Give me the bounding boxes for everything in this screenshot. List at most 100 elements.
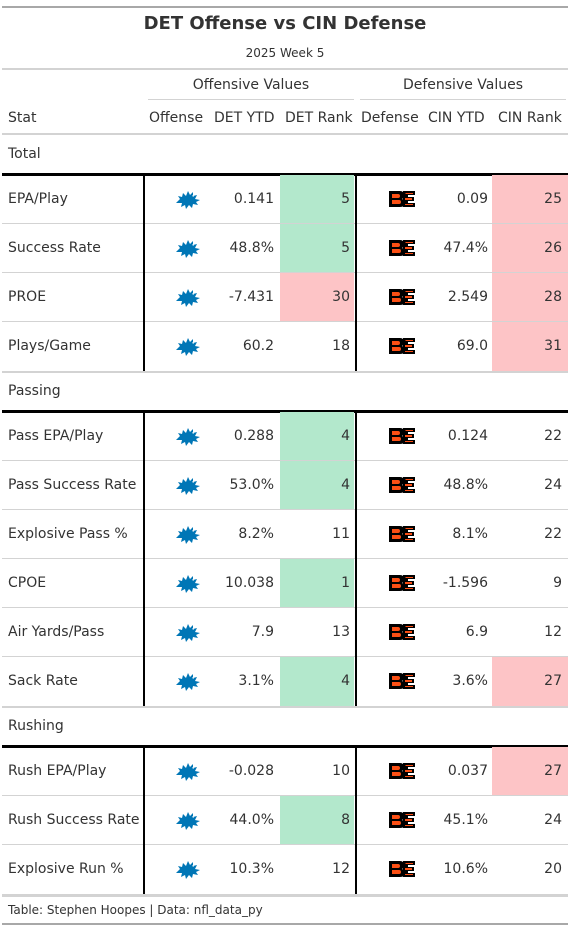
bengals-logo-icon [388, 857, 416, 881]
det-ytd-value: 10.038 [225, 575, 274, 591]
lions-logo-icon [174, 285, 202, 309]
stat-label: Sack Rate [8, 673, 78, 689]
bengals-logo-icon [388, 571, 416, 595]
bengals-logo-icon [388, 522, 416, 546]
bengals-logo-icon [388, 620, 416, 644]
lions-logo-icon [174, 522, 202, 546]
lions-logo-icon [174, 571, 202, 595]
stat-label: PROE [8, 289, 47, 305]
table-row: Explosive Run % 10.3% 12 10.6% 20 [2, 845, 568, 894]
det-rank-shade [280, 657, 354, 706]
group-label-passing: Passing [8, 383, 61, 399]
table-row: Sack Rate 3.1% 4 3.6% 27 [2, 657, 568, 706]
det-rank-shade [280, 175, 354, 224]
det-ytd-value: 53.0% [229, 477, 274, 493]
bengals-logo-icon [388, 236, 416, 260]
row-divider [2, 795, 568, 796]
cin-rank-value: 24 [544, 812, 562, 828]
det-rank-value: 30 [332, 289, 350, 305]
stat-label: CPOE [8, 575, 47, 591]
det-ytd-value: 60.2 [242, 338, 274, 354]
group-label-rushing: Rushing [8, 718, 64, 734]
det-ytd-value: 0.141 [233, 191, 274, 207]
cin-rank-value: 24 [544, 477, 562, 493]
table-title: DET Offense vs CIN Defense [143, 13, 427, 34]
det-ytd-value: -7.431 [228, 289, 274, 305]
stat-label: Explosive Run % [8, 861, 124, 877]
bengals-logo-icon [388, 285, 416, 309]
row-divider [2, 509, 568, 510]
cin-rank-shade [492, 747, 568, 796]
top-rule [2, 6, 568, 8]
cin-rank-value: 22 [544, 428, 562, 444]
row-divider [2, 272, 568, 273]
column-divider [355, 173, 357, 371]
stat-label: EPA/Play [8, 191, 68, 207]
bengals-logo-icon [388, 473, 416, 497]
cin-rank-value: 20 [544, 861, 562, 877]
spanner-offensive-values: Offensive Values [192, 77, 310, 93]
det-rank-value: 18 [332, 338, 350, 354]
lions-logo-icon [174, 759, 202, 783]
lions-logo-icon [174, 473, 202, 497]
stat-label: Rush Success Rate [8, 812, 140, 828]
cin-ytd-value: 0.037 [447, 763, 488, 779]
row-divider [2, 460, 568, 461]
cin-ytd-value: 45.1% [443, 812, 488, 828]
cin-ytd-value: 69.0 [456, 338, 488, 354]
det-ytd-value: 44.0% [229, 812, 274, 828]
bengals-logo-icon [388, 669, 416, 693]
column-header-rule [2, 133, 568, 135]
table-row: Plays/Game 60.2 18 69.0 31 [2, 322, 568, 371]
cin-ytd-value: 6.9 [465, 624, 488, 640]
cin-ytd-value: 48.8% [443, 477, 488, 493]
det-ytd-value: 10.3% [229, 861, 274, 877]
table-row: Pass EPA/Play 0.288 4 0.124 22 [2, 412, 568, 461]
table-row: EPA/Play 0.141 5 0.09 25 [2, 175, 568, 224]
cin-rank-value: 27 [544, 673, 562, 689]
row-divider [2, 321, 568, 322]
bengals-logo-icon [388, 424, 416, 448]
cin-rank-value: 12 [544, 624, 562, 640]
det-ytd-value: 7.9 [251, 624, 274, 640]
cin-rank-value: 27 [544, 763, 562, 779]
row-divider [2, 844, 568, 845]
cin-ytd-value: 2.549 [447, 289, 488, 305]
lions-logo-icon [174, 857, 202, 881]
column-header-det-ytd: DET YTD [214, 110, 275, 126]
det-rank-value: 1 [341, 575, 350, 591]
bottom-rule [2, 895, 568, 897]
stat-label: Pass Success Rate [8, 477, 137, 493]
table-row: Rush Success Rate 44.0% 8 45.1% 24 [2, 796, 568, 845]
stat-label: Pass EPA/Play [8, 428, 104, 444]
column-header-offense: Offense [149, 110, 204, 126]
cin-rank-value: 31 [544, 338, 562, 354]
cin-rank-shade [492, 273, 568, 322]
lions-logo-icon [174, 808, 202, 832]
stat-label: Air Yards/Pass [8, 624, 105, 640]
det-rank-value: 4 [341, 428, 350, 444]
column-divider [355, 410, 357, 706]
det-rank-value: 5 [341, 240, 350, 256]
spanner-defensive-values: Defensive Values [402, 77, 524, 93]
column-divider [355, 745, 357, 894]
cin-ytd-value: 10.6% [443, 861, 488, 877]
det-rank-shade [280, 559, 354, 608]
stat-label: Rush EPA/Play [8, 763, 107, 779]
det-rank-value: 4 [341, 477, 350, 493]
lions-logo-icon [174, 236, 202, 260]
column-divider [143, 745, 145, 894]
table-row: Pass Success Rate 53.0% 4 48.8% 24 [2, 461, 568, 510]
det-rank-shade [280, 461, 354, 510]
det-rank-value: 11 [332, 526, 350, 542]
footer-rule [2, 923, 568, 925]
column-divider [143, 410, 145, 706]
table-row: Success Rate 48.8% 5 47.4% 26 [2, 224, 568, 273]
lions-logo-icon [174, 334, 202, 358]
det-rank-value: 5 [341, 191, 350, 207]
det-ytd-value: -0.028 [228, 763, 274, 779]
cin-rank-value: 26 [544, 240, 562, 256]
lions-logo-icon [174, 620, 202, 644]
det-rank-shade [280, 224, 354, 273]
det-rank-value: 10 [332, 763, 350, 779]
